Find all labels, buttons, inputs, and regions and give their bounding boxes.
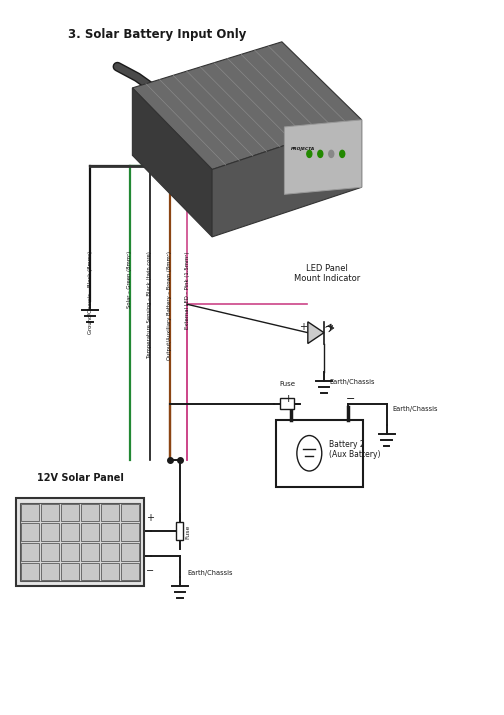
Bar — [276, 420, 363, 487]
Bar — [21, 503, 39, 521]
Text: Fuse: Fuse — [185, 524, 191, 538]
Bar — [81, 503, 99, 521]
Text: Battery 2
(Aux Battery): Battery 2 (Aux Battery) — [329, 440, 381, 460]
Text: +: + — [146, 513, 154, 523]
Circle shape — [307, 150, 312, 157]
Text: Solar – Green (8mm²): Solar – Green (8mm²) — [128, 251, 133, 308]
Polygon shape — [212, 120, 362, 237]
Bar — [61, 563, 79, 581]
Polygon shape — [308, 322, 324, 343]
Text: Fuse: Fuse — [279, 380, 295, 387]
Circle shape — [318, 150, 323, 157]
Bar — [121, 503, 139, 521]
Bar — [121, 543, 139, 561]
Text: −: − — [346, 394, 355, 404]
Bar — [61, 523, 79, 541]
Bar — [17, 498, 144, 586]
Polygon shape — [133, 41, 362, 169]
Bar — [121, 523, 139, 541]
Circle shape — [297, 435, 322, 471]
Polygon shape — [133, 88, 212, 237]
Text: External LED – Pink (1.5mm²): External LED – Pink (1.5mm²) — [184, 251, 190, 329]
Bar — [280, 398, 294, 409]
Bar — [21, 523, 39, 541]
Text: −: − — [146, 566, 154, 576]
Text: +: + — [299, 322, 307, 332]
Text: Ground/Chassis – Black (8mm²): Ground/Chassis – Black (8mm²) — [88, 251, 93, 335]
Bar — [41, 523, 59, 541]
Bar — [20, 503, 140, 581]
Text: LED Panel
Mount Indicator: LED Panel Mount Indicator — [294, 264, 360, 283]
Text: Temperature Sensing – Black (twin core): Temperature Sensing – Black (twin core) — [147, 251, 152, 358]
Text: Earth/Chassis: Earth/Chassis — [187, 571, 233, 576]
Bar — [41, 543, 59, 561]
Bar — [121, 563, 139, 581]
Bar — [41, 563, 59, 581]
Bar — [61, 543, 79, 561]
Bar — [21, 563, 39, 581]
Bar — [81, 543, 99, 561]
Circle shape — [329, 150, 334, 157]
Circle shape — [340, 150, 345, 157]
Bar — [101, 563, 119, 581]
Text: Earth/Chassis: Earth/Chassis — [393, 406, 438, 413]
Bar — [101, 523, 119, 541]
Polygon shape — [284, 120, 362, 194]
Bar — [101, 543, 119, 561]
Bar — [81, 523, 99, 541]
Bar — [41, 503, 59, 521]
Bar — [21, 543, 39, 561]
Bar — [101, 503, 119, 521]
Bar — [61, 503, 79, 521]
Text: +: + — [283, 394, 293, 404]
Bar — [176, 523, 183, 540]
Text: Earth/Chassis: Earth/Chassis — [329, 379, 374, 385]
Bar — [81, 563, 99, 581]
Text: PROJECTA: PROJECTA — [291, 147, 315, 151]
Text: 12V Solar Panel: 12V Solar Panel — [37, 473, 123, 483]
Text: 3. Solar Battery Input Only: 3. Solar Battery Input Only — [68, 28, 246, 41]
Text: Output/Auxiliary Battery – Brown (8mm²): Output/Auxiliary Battery – Brown (8mm²) — [167, 251, 172, 360]
